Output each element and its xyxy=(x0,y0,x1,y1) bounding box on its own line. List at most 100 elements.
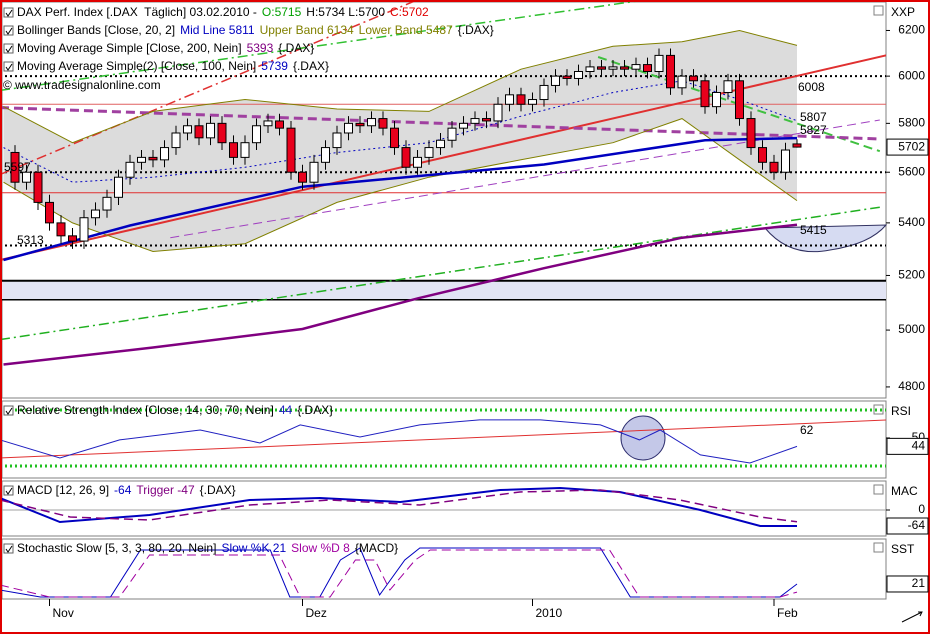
annotation: 5597 xyxy=(4,160,31,174)
candle-body xyxy=(689,75,698,82)
plot-area xyxy=(2,408,886,468)
value-box-label: -64 xyxy=(908,518,926,532)
candle-body xyxy=(183,125,192,134)
series-line xyxy=(2,486,797,527)
legend-icon xyxy=(3,43,14,54)
candle-body xyxy=(252,125,261,144)
value-box xyxy=(886,138,929,156)
annotation: 6008 xyxy=(798,80,825,94)
scroll-icon[interactable] xyxy=(901,611,923,623)
candle-body xyxy=(22,171,31,183)
watermark: © www.tradesignalonline.com xyxy=(3,78,161,92)
legend-icon-check xyxy=(5,45,13,53)
legend-item: Moving Average Simple [Close, 200, Nein] xyxy=(17,41,242,55)
candle-body xyxy=(482,118,491,122)
series-line xyxy=(2,549,798,598)
indicator-line xyxy=(3,136,798,262)
series-line xyxy=(2,489,798,523)
candle-body xyxy=(367,118,376,127)
legend-item: Trigger -47 xyxy=(136,483,195,497)
candle-body xyxy=(424,147,434,158)
y-tick-label: 6200 xyxy=(898,23,925,37)
candle-body xyxy=(344,122,353,134)
trendline xyxy=(2,2,415,175)
candle-body xyxy=(493,103,503,122)
legend-item: Stochastic Slow [5, 3, 3, 80, 20, Nein] xyxy=(17,541,216,555)
candle-body xyxy=(666,54,675,89)
value-box xyxy=(886,517,929,535)
legend-text: DAX Perf. Index [.DAX Täglich] 03.02.201… xyxy=(17,5,429,19)
candle-body xyxy=(79,217,89,242)
legend-text: Moving Average Simple(2) [Close, 100, Ne… xyxy=(17,59,329,73)
y-tick-label: 5400 xyxy=(898,215,925,229)
legend-icon-check xyxy=(5,27,13,35)
value-box xyxy=(886,437,929,455)
candle-body xyxy=(723,80,733,93)
candle-body xyxy=(539,84,549,101)
candle-body xyxy=(470,118,480,124)
candle-body xyxy=(275,120,284,129)
macd-panel xyxy=(1,480,887,537)
candle-body xyxy=(33,171,43,203)
legend-icon-check xyxy=(5,9,13,17)
axis-title: XXP xyxy=(891,5,915,19)
series-line xyxy=(2,419,798,464)
indicator-line xyxy=(3,29,798,144)
legend-text: Moving Average Simple [Close, 200, Nein]… xyxy=(17,41,314,55)
candle-body xyxy=(45,201,54,224)
legend-item: {MACD} xyxy=(355,541,398,555)
legend-icon xyxy=(3,485,14,496)
close-icon[interactable] xyxy=(873,5,884,16)
candle-body xyxy=(286,127,296,173)
trendline xyxy=(2,419,886,459)
legend-item: {.DAX} xyxy=(458,23,494,37)
candle-body xyxy=(746,118,756,149)
y-tick-label: 5000 xyxy=(898,322,925,336)
indicator-line xyxy=(3,223,798,366)
legend-item: Bollinger Bands [Close, 20, 2] xyxy=(17,23,175,37)
legend-item: {.DAX} xyxy=(297,403,333,417)
legend-text: Stochastic Slow [5, 3, 3, 80, 20, Nein] S… xyxy=(17,541,398,555)
legend-item: DAX Perf. Index [.DAX Täglich] 03.02.201… xyxy=(17,5,257,19)
candle-body xyxy=(758,147,767,163)
legend-text: Bollinger Bands [Close, 20, 2] Mid Line 5… xyxy=(17,23,494,37)
close-icon[interactable] xyxy=(873,484,884,495)
legend-item: Slow %K 21 xyxy=(221,541,286,555)
candle-body xyxy=(677,75,687,89)
candle-body xyxy=(401,147,411,168)
legend-icon xyxy=(3,405,14,416)
candle-body xyxy=(229,142,238,158)
trendline xyxy=(2,106,880,141)
legend-icon-check xyxy=(5,407,13,415)
candle-body xyxy=(585,66,595,72)
candle-body xyxy=(528,99,537,105)
trendline xyxy=(2,206,880,341)
candle-body xyxy=(378,118,388,129)
trendline xyxy=(170,119,880,239)
candle-body xyxy=(91,209,100,219)
band-fill xyxy=(3,30,797,252)
candle-body xyxy=(608,66,618,70)
close-icon[interactable] xyxy=(873,542,884,553)
legend-icon xyxy=(3,61,14,72)
rsi-panel xyxy=(1,400,887,479)
candle-body xyxy=(332,132,342,149)
indicator-line xyxy=(3,118,798,253)
candle-body xyxy=(654,54,664,72)
axis-title: MAC xyxy=(891,484,918,498)
legend-icon-check xyxy=(5,487,13,495)
candle-body xyxy=(792,143,802,148)
annotation: 5415 xyxy=(800,223,827,237)
candle-body xyxy=(298,171,307,183)
trendline xyxy=(2,2,636,91)
legend-item: 44 xyxy=(279,403,293,417)
candle-body xyxy=(263,120,273,127)
legend-item: O:5715 xyxy=(262,5,302,19)
legend-icon-check xyxy=(5,545,13,553)
close-icon[interactable] xyxy=(873,404,884,415)
candle-body xyxy=(217,122,227,144)
candle-body xyxy=(355,122,365,127)
value-box-label: 5702 xyxy=(898,139,925,153)
legend-item: Slow %D 8 xyxy=(291,541,350,555)
